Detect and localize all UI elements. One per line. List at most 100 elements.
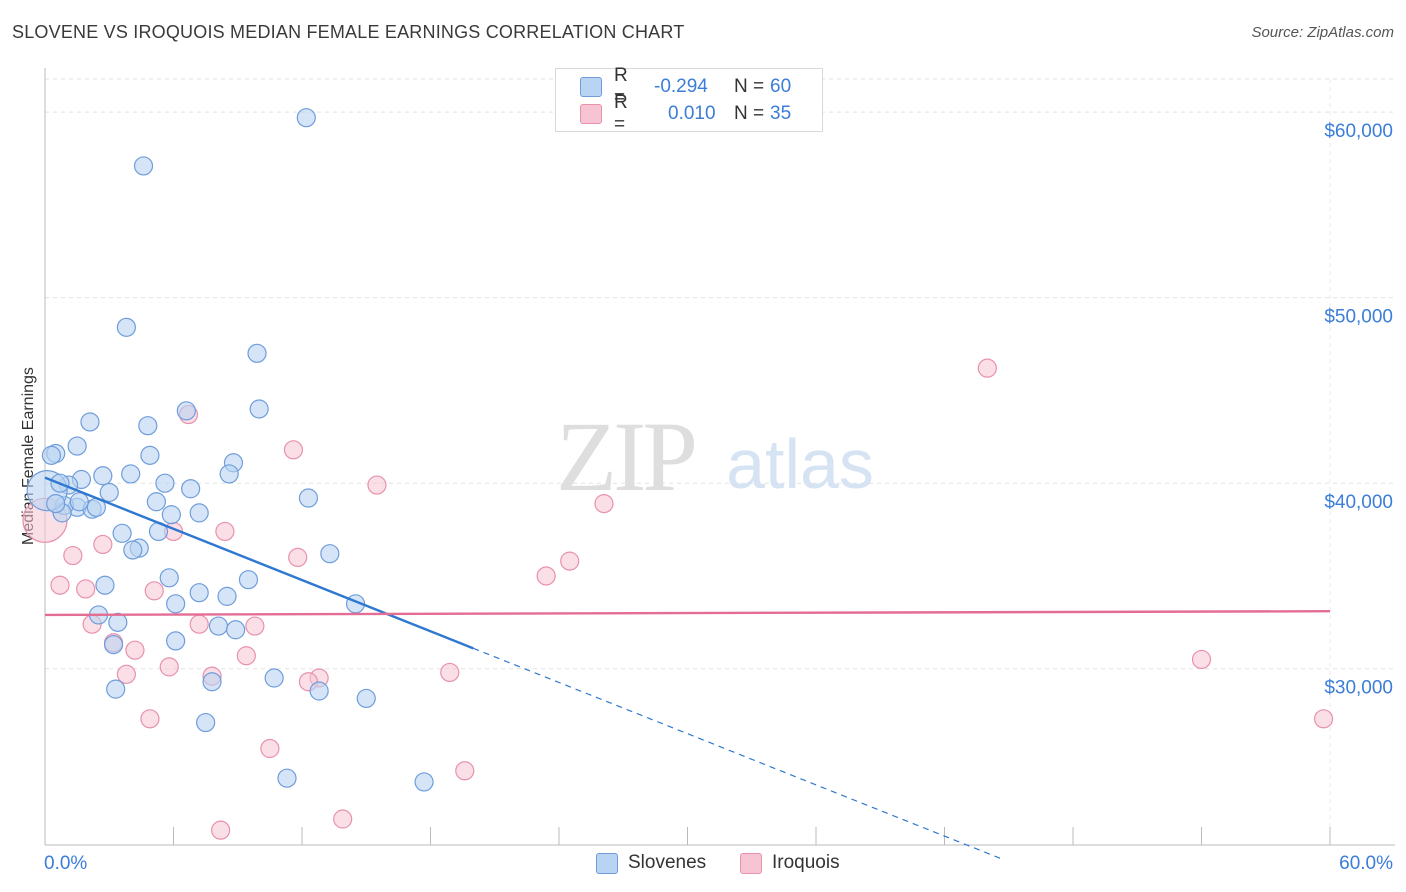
slovenes-point [121, 464, 141, 484]
iroquois-point [260, 738, 280, 759]
slovenes-point [133, 156, 154, 176]
slovenes-point [93, 466, 113, 486]
legend-item-iroquois: Iroquois [740, 852, 840, 874]
trend-lines [44, 476, 1331, 861]
r-value-iroquois: 0.010 [668, 103, 716, 124]
slovenes-point [202, 672, 222, 692]
slovenes-trend-line [44, 476, 474, 650]
slovenes-point [41, 445, 62, 465]
iroquois-point [140, 709, 160, 729]
source-label: Source: ZipAtlas.com [1251, 24, 1394, 41]
slovenes-point [219, 464, 239, 484]
iroquois-point [116, 664, 136, 684]
r-value-slovenes: -0.294 [654, 76, 708, 97]
slovenes-point [296, 108, 316, 128]
tick-labels: $30,000 $40,000 $50,000 $60,000 0.0% 60.0% [44, 121, 1393, 874]
iroquois-point [159, 657, 179, 677]
y-tick-label: $40,000 [1324, 492, 1393, 513]
slovenes-point [123, 540, 143, 560]
iroquois-swatch [580, 104, 602, 124]
slovenes-point [208, 616, 229, 636]
iroquois-point [1313, 709, 1334, 729]
iroquois-point [283, 440, 304, 460]
slovenes-point [99, 482, 119, 503]
n-label: N = [734, 103, 765, 124]
iroquois-point [211, 820, 231, 840]
n-label: N = [734, 76, 765, 97]
slovenes-point [189, 503, 209, 523]
slovenes-point [217, 586, 237, 606]
y-tick-label: $30,000 [1324, 678, 1393, 699]
slovenes-point [146, 492, 166, 512]
slovenes-point [103, 635, 124, 655]
slovenes-point [67, 436, 87, 456]
iroquois-point [288, 547, 308, 568]
iroquois-point [215, 521, 235, 542]
watermark-zip: ZIP [556, 401, 694, 512]
slovenes-point [159, 568, 179, 588]
slovenes-point [138, 416, 158, 436]
iroquois-point [50, 575, 70, 595]
slovenes-point [116, 317, 136, 337]
r-label: R = [614, 92, 628, 135]
legend-row-slovenes: R = -0.294 N = 60 [580, 65, 792, 108]
x-tick-label: 0.0% [44, 853, 87, 874]
slovenes-point [226, 620, 246, 640]
slovenes-point [112, 523, 132, 543]
slovenes-point [161, 505, 181, 525]
iroquois-point [76, 579, 96, 599]
n-value-slovenes: 60 [770, 76, 792, 97]
x-tick-label: 60.0% [1339, 853, 1393, 874]
y-tick-label: $50,000 [1324, 307, 1393, 328]
slovenes-point [298, 488, 319, 508]
slovenes-trend-extension [473, 647, 1005, 861]
slovenes-point [181, 479, 201, 499]
iroquois-point [333, 809, 353, 829]
watermark-atlas: atlas [726, 425, 874, 503]
axes [44, 68, 1395, 846]
slovenes-swatch [580, 77, 602, 97]
legend-label-iroquois: Iroquois [772, 852, 840, 873]
iroquois-point [189, 614, 209, 634]
slovenes-point [108, 612, 128, 632]
iroquois-point [93, 534, 113, 555]
slovenes-point [166, 594, 186, 614]
slovenes-point [309, 681, 329, 701]
slovenes-point [247, 343, 267, 363]
correlation-legend: R = -0.294 N = 60 R = 0.010 N = 35 [555, 65, 823, 135]
y-tick-label: $60,000 [1324, 121, 1393, 142]
iroquois-trend-line [44, 610, 1331, 617]
slovenes-point [166, 631, 186, 651]
slovenes-point [155, 473, 175, 493]
slovenes-point [277, 768, 297, 788]
slovenes-point [176, 401, 196, 421]
slovenes-point [46, 494, 66, 514]
slovenes-point [196, 712, 216, 733]
slovenes-point [106, 679, 126, 699]
iroquois-point [125, 640, 145, 660]
slovenes-point [249, 399, 269, 419]
slovenes-point [356, 688, 376, 709]
iroquois-point [367, 475, 387, 495]
legend-row-iroquois: R = 0.010 N = 35 [580, 92, 792, 135]
slovenes-point [414, 772, 434, 792]
slovenes-point [69, 492, 89, 512]
iroquois-point [144, 581, 164, 601]
iroquois-point [455, 761, 475, 781]
watermark: ZIP atlas [556, 401, 874, 512]
slovenes-point [238, 570, 259, 590]
gridlines [45, 78, 1395, 845]
n-value-iroquois: 35 [770, 103, 792, 124]
chart-title: SLOVENE VS IROQUOIS MEDIAN FEMALE EARNIN… [12, 22, 685, 42]
series-legend: Slovenes Iroquois [0, 852, 1406, 878]
iroquois-swatch [740, 852, 762, 874]
iroquois-point [236, 646, 256, 666]
iroquois-point [594, 494, 614, 514]
legend-label-slovenes: Slovenes [628, 852, 707, 873]
iroquois-point [560, 551, 580, 571]
iroquois-point [245, 616, 265, 636]
iroquois-point [536, 566, 556, 586]
iroquois-point [63, 545, 83, 566]
slovenes-point [264, 668, 284, 688]
